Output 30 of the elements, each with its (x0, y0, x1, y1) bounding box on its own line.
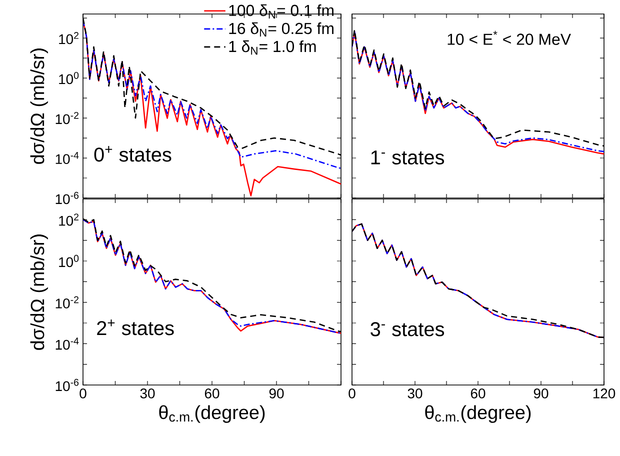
y-tick-label: 10$^{-6}$ (56, 378, 79, 392)
x-tick-label: 120 (593, 388, 616, 398)
annotation: 10 < E$^{*}$ < 20 MeV (448, 30, 571, 45)
annotation: 3$^{-}$ states (370, 322, 444, 336)
x-tick-label: 30 (140, 388, 155, 398)
annotation: 1$^{-}$ states (371, 150, 444, 164)
y-tick-label: 10$^{2}$ (59, 32, 78, 44)
y-tick-label: 10$^{-4}$ (56, 338, 79, 350)
x-axis-title: θ$_{c.m.}$(degree) (159, 405, 265, 423)
y-tick-label: 10$^{-6}$ (56, 192, 79, 204)
y-tick-label: 10$^{-2}$ (56, 296, 78, 308)
x-axis-title: θ$_{c.m.}$(degree) (425, 405, 531, 423)
y-tick-label: 10$^{-4}$ (56, 152, 79, 164)
x-tick-label: 30 (408, 388, 422, 398)
x-tick-label: 90 (269, 388, 284, 398)
y-axis-title: dσ/dΩ (mb/sr) (30, 48, 48, 164)
legend-label: 16 δ$_{N}$= 0.25 fm (229, 22, 334, 37)
y-tick-label: 10$^{2}$ (59, 214, 78, 226)
x-tick-label: 90 (534, 388, 548, 398)
x-tick-label: 0 (80, 388, 86, 398)
x-tick-label: 60 (470, 388, 486, 398)
annotation: 2$^{+}$ states (97, 319, 174, 336)
x-tick-label: 60 (204, 388, 220, 398)
y-tick-label: 10$^{-2}$ (56, 112, 78, 124)
y-tick-label: 10$^{0}$ (59, 254, 79, 268)
y-tick-label: 10$^{0}$ (59, 72, 79, 84)
x-tick-label: 0 (348, 388, 356, 398)
y-axis-title: dσ/dΩ (mb/sr) (30, 234, 48, 350)
legend-label: 1 δ$_{N}$= 1.0 fm (229, 40, 316, 55)
annotation: 0$^{+}$ states (94, 146, 172, 162)
